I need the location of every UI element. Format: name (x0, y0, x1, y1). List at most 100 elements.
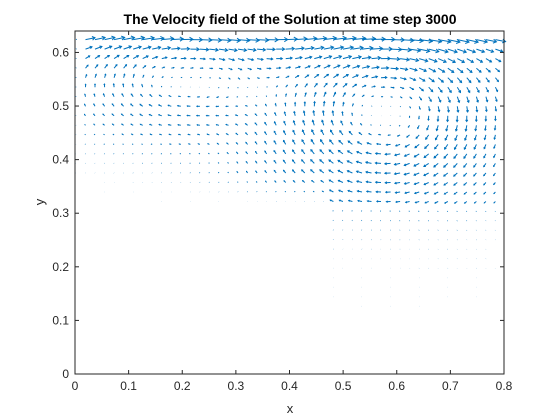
velocity-arrow-head (413, 154, 417, 158)
velocity-arrow-head (84, 103, 86, 106)
velocity-arrow-head (356, 189, 360, 193)
velocity-arrow-head (229, 78, 231, 80)
velocity-arrow-head (498, 59, 502, 63)
velocity-arrow-head (366, 65, 371, 69)
velocity-arrow-head (430, 89, 434, 93)
velocity-arrow-head (426, 128, 429, 131)
velocity-arrow (320, 129, 325, 136)
velocity-arrow-head (461, 59, 466, 64)
velocity-arrow-head (212, 57, 216, 61)
velocity-arrow (217, 162, 220, 164)
velocity-arrow (342, 65, 350, 69)
velocity-arrow-head (211, 67, 214, 70)
velocity-arrow-head (319, 139, 323, 142)
velocity-arrow-head (404, 145, 408, 148)
velocity-arrow-head (457, 100, 461, 104)
velocity-arrow (152, 56, 158, 60)
velocity-arrow-head (278, 66, 282, 70)
velocity-arrow-head (434, 146, 437, 150)
velocity-arrow-head (356, 141, 360, 144)
velocity-arrow-head (453, 174, 456, 177)
velocity-arrow-head (328, 169, 331, 172)
velocity-arrow-head (236, 161, 238, 163)
velocity-arrow (409, 67, 418, 71)
velocity-arrow (437, 210, 439, 212)
velocity-arrow-head (121, 123, 123, 125)
velocity-arrow-head (494, 118, 497, 122)
velocity-arrow-head (406, 57, 411, 62)
velocity-arrow-head (364, 161, 368, 164)
velocity-arrow-head (464, 138, 467, 141)
velocity-arrow-head (97, 55, 101, 58)
velocity-arrow-head (425, 137, 428, 140)
velocity-arrow-head (394, 144, 398, 147)
velocity-arrow (445, 125, 449, 131)
velocity-arrow-head (205, 124, 208, 126)
x-tick-label: 0.7 (442, 379, 459, 393)
velocity-arrow-head (431, 79, 435, 83)
velocity-arrow (133, 46, 142, 50)
velocity-arrow-head (483, 156, 486, 159)
velocity-arrow (171, 38, 184, 41)
velocity-arrow-head (333, 91, 337, 95)
velocity-arrow (199, 172, 201, 174)
velocity-arrow-head (413, 191, 417, 195)
velocity-arrow-head (421, 88, 425, 92)
velocity-arrow-head (385, 143, 388, 146)
velocity-arrow-head (285, 93, 287, 96)
velocity-arrow-head (432, 69, 437, 73)
velocity-arrow-head (206, 96, 209, 98)
velocity-arrow-head (346, 160, 350, 163)
velocity-arrow (456, 86, 461, 93)
velocity-arrow-head (463, 147, 467, 151)
velocity-arrow (437, 77, 444, 83)
velocity-arrow (361, 47, 373, 50)
velocity-arrow-head (338, 199, 341, 202)
velocity-arrow-head (216, 142, 219, 145)
velocity-arrow (314, 65, 321, 69)
plot-area (75, 31, 504, 374)
velocity-arrow-head (277, 76, 280, 79)
x-tick-label: 0.4 (281, 379, 298, 393)
velocity-arrow-head (301, 149, 304, 152)
velocity-arrow (404, 162, 410, 166)
velocity-arrow-head (282, 139, 286, 143)
velocity-arrow-head (177, 95, 180, 98)
velocity-arrow-head (424, 201, 427, 204)
velocity-arrow (131, 143, 134, 145)
velocity-arrow (434, 144, 439, 150)
velocity-arrow-head (463, 192, 466, 195)
velocity-arrow-head (196, 133, 199, 136)
velocity-arrow-head (438, 99, 442, 103)
velocity-arrow-head (283, 129, 286, 133)
velocity-arrow-head (128, 45, 133, 49)
velocity-arrow-head (215, 47, 220, 52)
velocity-arrow (256, 95, 258, 98)
velocity-arrow (247, 48, 256, 51)
velocity-arrow (447, 67, 454, 73)
velocity-arrow-head (177, 133, 180, 136)
velocity-arrow-head (131, 83, 134, 86)
velocity-arrow-head (396, 56, 401, 62)
velocity-arrow-head (111, 35, 116, 41)
x-tick-label: 0.8 (496, 379, 513, 393)
velocity-arrow-head (492, 38, 498, 44)
velocity-arrow-head (403, 163, 407, 167)
velocity-arrow (104, 55, 110, 60)
velocity-arrow-head (338, 189, 341, 192)
velocity-arrow-head (157, 45, 162, 50)
velocity-arrow-head (219, 77, 222, 79)
velocity-arrow-head (347, 199, 351, 202)
velocity-arrow (152, 46, 161, 50)
velocity-arrow-head (490, 49, 495, 53)
velocity-arrow-head (226, 142, 228, 144)
velocity-arrow (152, 37, 164, 41)
velocity-arrow (103, 133, 105, 136)
velocity-arrow-head (354, 83, 358, 87)
velocity-arrow (123, 37, 135, 41)
velocity-arrow-head (292, 180, 295, 182)
velocity-arrow-head (259, 67, 262, 70)
velocity-arrow-head (377, 133, 380, 136)
velocity-arrow-head (176, 114, 179, 117)
